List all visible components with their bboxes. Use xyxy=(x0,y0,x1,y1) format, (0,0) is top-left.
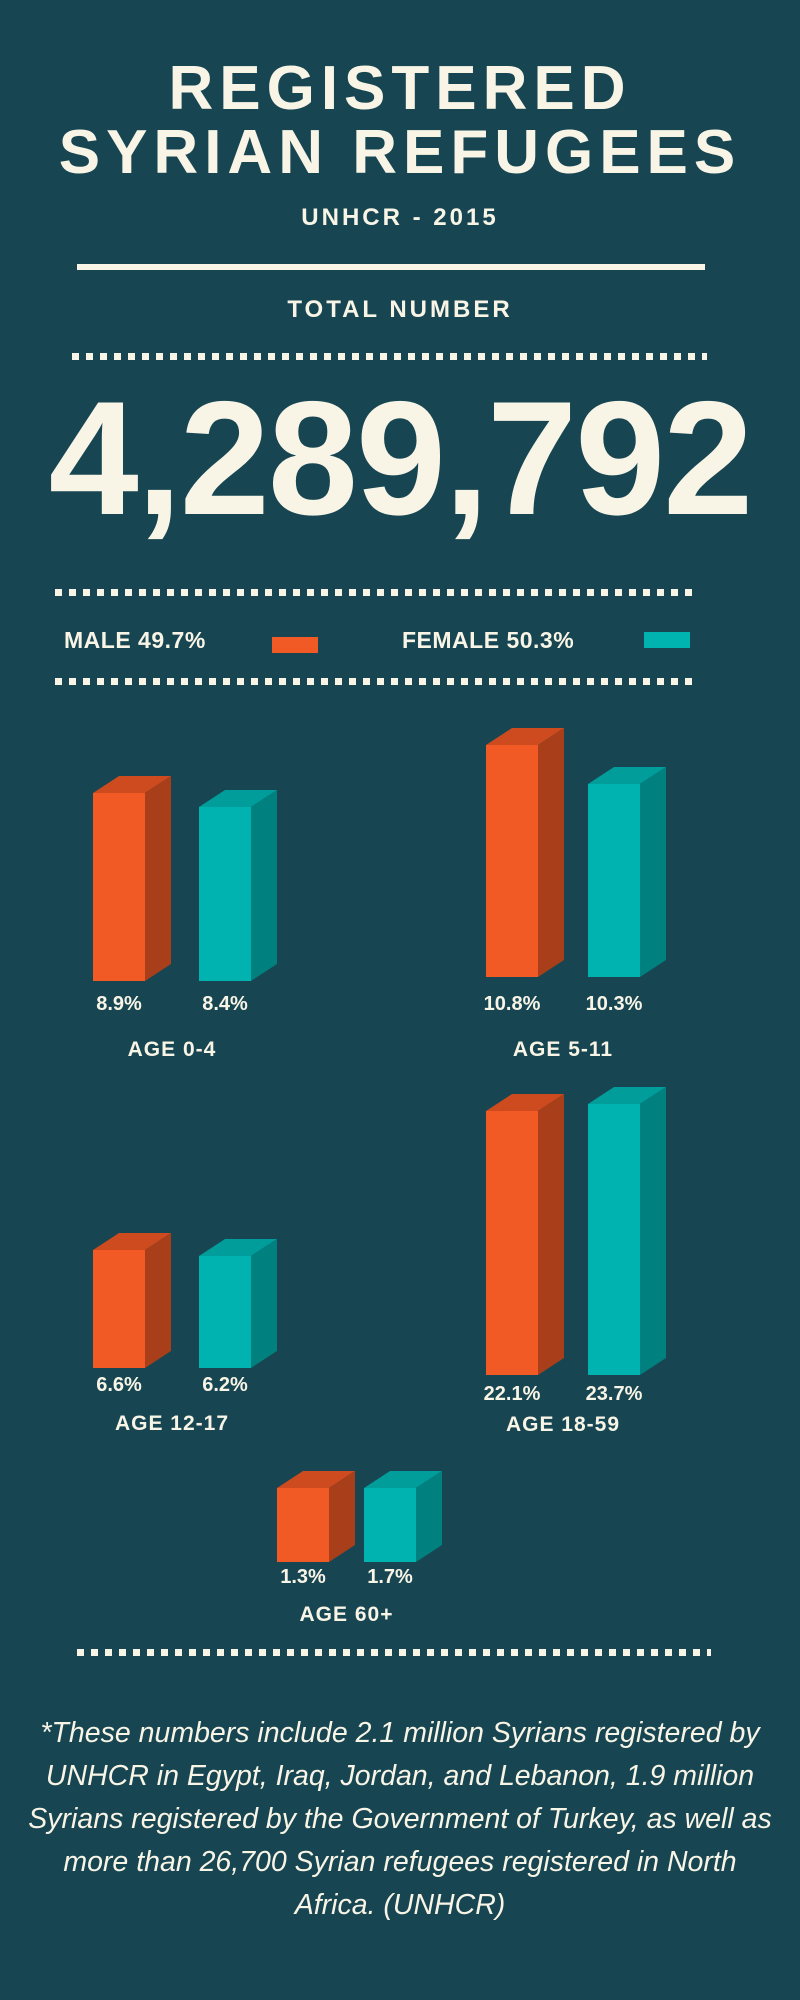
bar-male xyxy=(486,1111,538,1375)
legend-female-label: FEMALE 50.3% xyxy=(402,627,575,653)
category-label: AGE 5-11 xyxy=(512,1038,614,1061)
bar-female xyxy=(199,807,251,981)
bar-female xyxy=(588,1104,640,1375)
category-label: AGE 0-4 xyxy=(127,1038,217,1061)
bar-male-side xyxy=(145,776,171,981)
title-line-2: SYRIAN REFUGEES xyxy=(58,118,742,187)
bar-male-value-label: 22.1% xyxy=(483,1383,541,1405)
bar-male-value-label: 10.8% xyxy=(483,993,541,1015)
legend-male-label: MALE 49.7% xyxy=(64,627,206,653)
divider-dotted xyxy=(55,678,692,685)
footnote: *These numbers include 2.1 million Syria… xyxy=(28,1717,772,1921)
category-label: AGE 18-59 xyxy=(505,1413,621,1436)
bar-female xyxy=(364,1488,416,1562)
bar-female-value-label: 10.3% xyxy=(585,993,643,1015)
bar-male-value-label: 6.6% xyxy=(96,1374,142,1396)
bar-female xyxy=(588,784,640,977)
title-line-1: REGISTERED xyxy=(168,54,632,123)
bar-male xyxy=(93,1250,145,1368)
bar-female-value-label: 1.7% xyxy=(367,1566,413,1588)
category-label: AGE 60+ xyxy=(299,1603,394,1626)
bar-male-side xyxy=(329,1471,355,1562)
bar-male-value-label: 1.3% xyxy=(280,1566,326,1588)
total-value: 4,289,792 xyxy=(48,368,754,549)
legend-female-swatch xyxy=(644,632,690,648)
bar-female-value-label: 8.4% xyxy=(202,993,248,1015)
total-label: TOTAL NUMBER xyxy=(287,296,513,323)
divider-dotted xyxy=(72,353,707,360)
bar-male-side xyxy=(145,1233,171,1368)
bar-male xyxy=(93,793,145,981)
divider-solid xyxy=(77,264,705,270)
bar-female-side xyxy=(251,790,277,981)
bar-female-value-label: 6.2% xyxy=(202,1374,248,1396)
bar-male-side xyxy=(538,1094,564,1375)
bar-female xyxy=(199,1256,251,1368)
subtitle: UNHCR - 2015 xyxy=(301,204,499,231)
divider-dotted xyxy=(55,589,692,596)
bar-male-side xyxy=(538,728,564,977)
bar-female-side xyxy=(640,1087,666,1375)
category-label: AGE 12-17 xyxy=(114,1412,230,1435)
bar-male-value-label: 8.9% xyxy=(96,993,142,1015)
divider-dotted xyxy=(77,1649,711,1656)
bar-female-side xyxy=(640,767,666,977)
bar-female-side xyxy=(251,1239,277,1368)
bar-male xyxy=(277,1488,329,1562)
bar-female-value-label: 23.7% xyxy=(585,1383,643,1405)
legend-male-swatch xyxy=(272,637,318,653)
bar-male xyxy=(486,745,538,977)
bar-female-side xyxy=(416,1471,442,1562)
